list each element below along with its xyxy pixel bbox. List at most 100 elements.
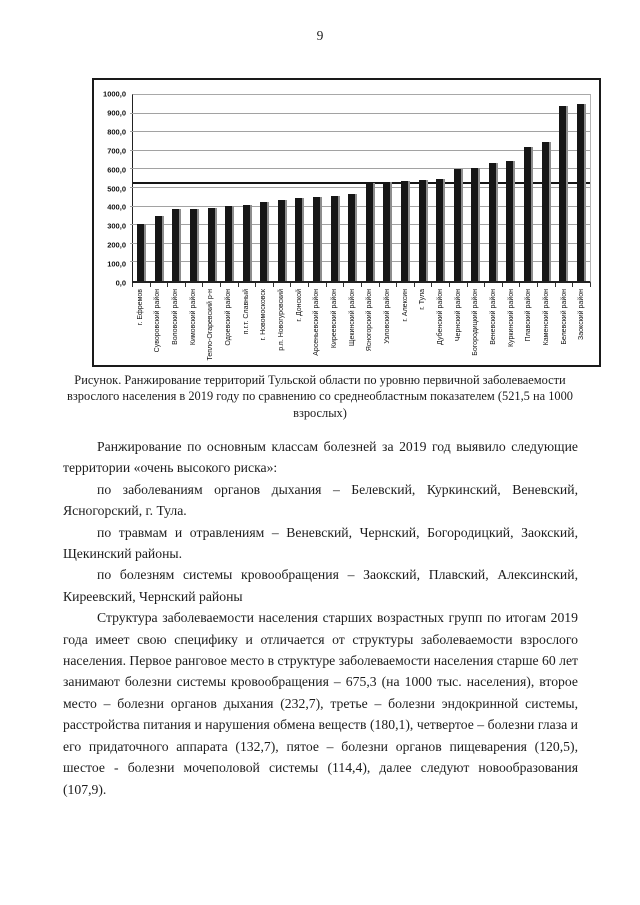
x-label-cell: Богородицкий район [467,289,485,363]
bar [190,208,200,281]
paragraph: Структура заболеваемости населения старш… [63,610,578,797]
x-tick [397,283,415,287]
bar [524,146,533,281]
x-tick [309,283,327,287]
x-tick [415,283,433,287]
bar [260,202,270,281]
x-tick-label: Щекинский район [348,289,356,347]
y-tick-label: 100,0 [107,259,126,269]
bar [418,179,428,281]
x-tick [344,283,362,287]
x-tick [573,283,591,287]
x-tick-label: Куркинский район [507,289,515,348]
bar [506,160,516,281]
bar-slot [432,95,450,281]
y-tick-label: 500,0 [107,184,126,193]
bar-slot [326,95,344,281]
x-label-cell: р.п. Новогуровский [273,289,291,363]
bar [137,224,147,281]
gridline [130,112,590,114]
chart-x-axis: г. Ефремов Суворовский район Воловский рай… [132,289,591,363]
x-tick-label: Дубенский район [436,289,444,345]
x-tick-label: г. Ефремов [136,289,144,326]
x-label-cell: г. Ефремов [132,289,150,363]
bar-slot [379,95,397,281]
chart-plot-area [130,94,591,283]
gridline [130,168,590,170]
x-label-cell: Каменский район [538,289,556,363]
x-tick-label: Тепло-Огаревский р-н [207,289,215,361]
paragraph: по заболеваниям органов дыхания – Белевс… [63,481,578,519]
x-tick [327,283,345,287]
x-tick [274,283,292,287]
bar-slot [414,95,432,281]
x-tick-label: Богородицкий район [472,289,480,356]
bar [295,197,305,281]
gridline [130,224,590,226]
x-tick [362,283,380,287]
gridline [130,131,590,133]
y-tick-label: 700,0 [107,146,126,156]
x-tick [151,283,169,287]
x-tick [133,283,151,287]
x-tick [256,283,274,287]
x-label-cell: Ясногорский район [362,289,380,363]
x-tick [239,283,257,287]
gridline [130,187,590,188]
x-tick-label: г. Донской [295,289,303,322]
bar-slot [520,95,538,281]
x-label-cell: Суворовский район [150,289,168,363]
bar-slot [555,95,573,281]
y-tick-label: 200,0 [107,240,126,250]
bar [348,193,358,281]
x-tick-label: Воловский район [172,289,180,345]
gridline [130,149,590,151]
x-tick [520,283,539,287]
x-tick-label: Суворовский район [154,289,162,353]
bar-slot [151,95,169,281]
y-tick-label: 300,0 [107,221,126,231]
bar-slot [502,95,520,281]
x-label-cell: Чернский район [450,289,468,363]
figure-caption: Рисунок. Ранжирование территорий Тульско… [67,373,573,420]
x-label-cell: г. Донской [291,289,309,363]
x-label-cell: п.г.т. Славный [238,289,256,363]
x-tick-label: г. Тула [419,289,427,310]
bar [471,167,481,281]
x-label-cell: г. Новомосковск [256,289,274,363]
x-label-cell: Кимовский район [185,289,203,363]
bar [172,209,182,281]
x-tick-label: Каменский район [542,289,550,346]
bar-slot [449,95,467,281]
bar-slot [168,95,186,281]
bar [154,215,164,281]
x-tick-label: Киреевский район [331,289,339,349]
gridline [130,261,590,263]
x-label-cell: Куркинский район [503,289,521,363]
x-tick-label: Кимовский район [189,289,197,346]
bar-slot [274,95,292,281]
x-tick [450,283,468,287]
body-text: Ранжирование по основным классам болезне… [63,436,578,800]
bar [383,181,393,281]
x-tick [291,283,310,287]
x-tick-label: Одоевский район [225,289,233,346]
bar [576,104,586,281]
x-label-cell: Дубенский район [432,289,450,363]
x-label-cell: Киреевский район [326,289,344,363]
x-label-cell: Узловский район [379,289,397,363]
bar-chart: 0,0 100,0 200,0 300,0 400,0 500,0 600,0 700,0 80… [92,78,601,367]
x-tick-label: г. Алексин [401,289,409,322]
bar-slot [362,95,380,281]
x-tick-label: г. Новомосковск [260,289,268,341]
bar [242,204,252,281]
x-tick-label: Арсеньевский район [313,289,321,356]
x-label-cell: Заокский район [573,289,591,363]
y-tick-label: 400,0 [107,202,126,212]
x-label-cell: Арсеньевский район [309,289,327,363]
bar [559,106,569,281]
x-tick [380,283,398,287]
y-tick-label: 900,0 [107,108,126,118]
bar-slot [221,95,239,281]
